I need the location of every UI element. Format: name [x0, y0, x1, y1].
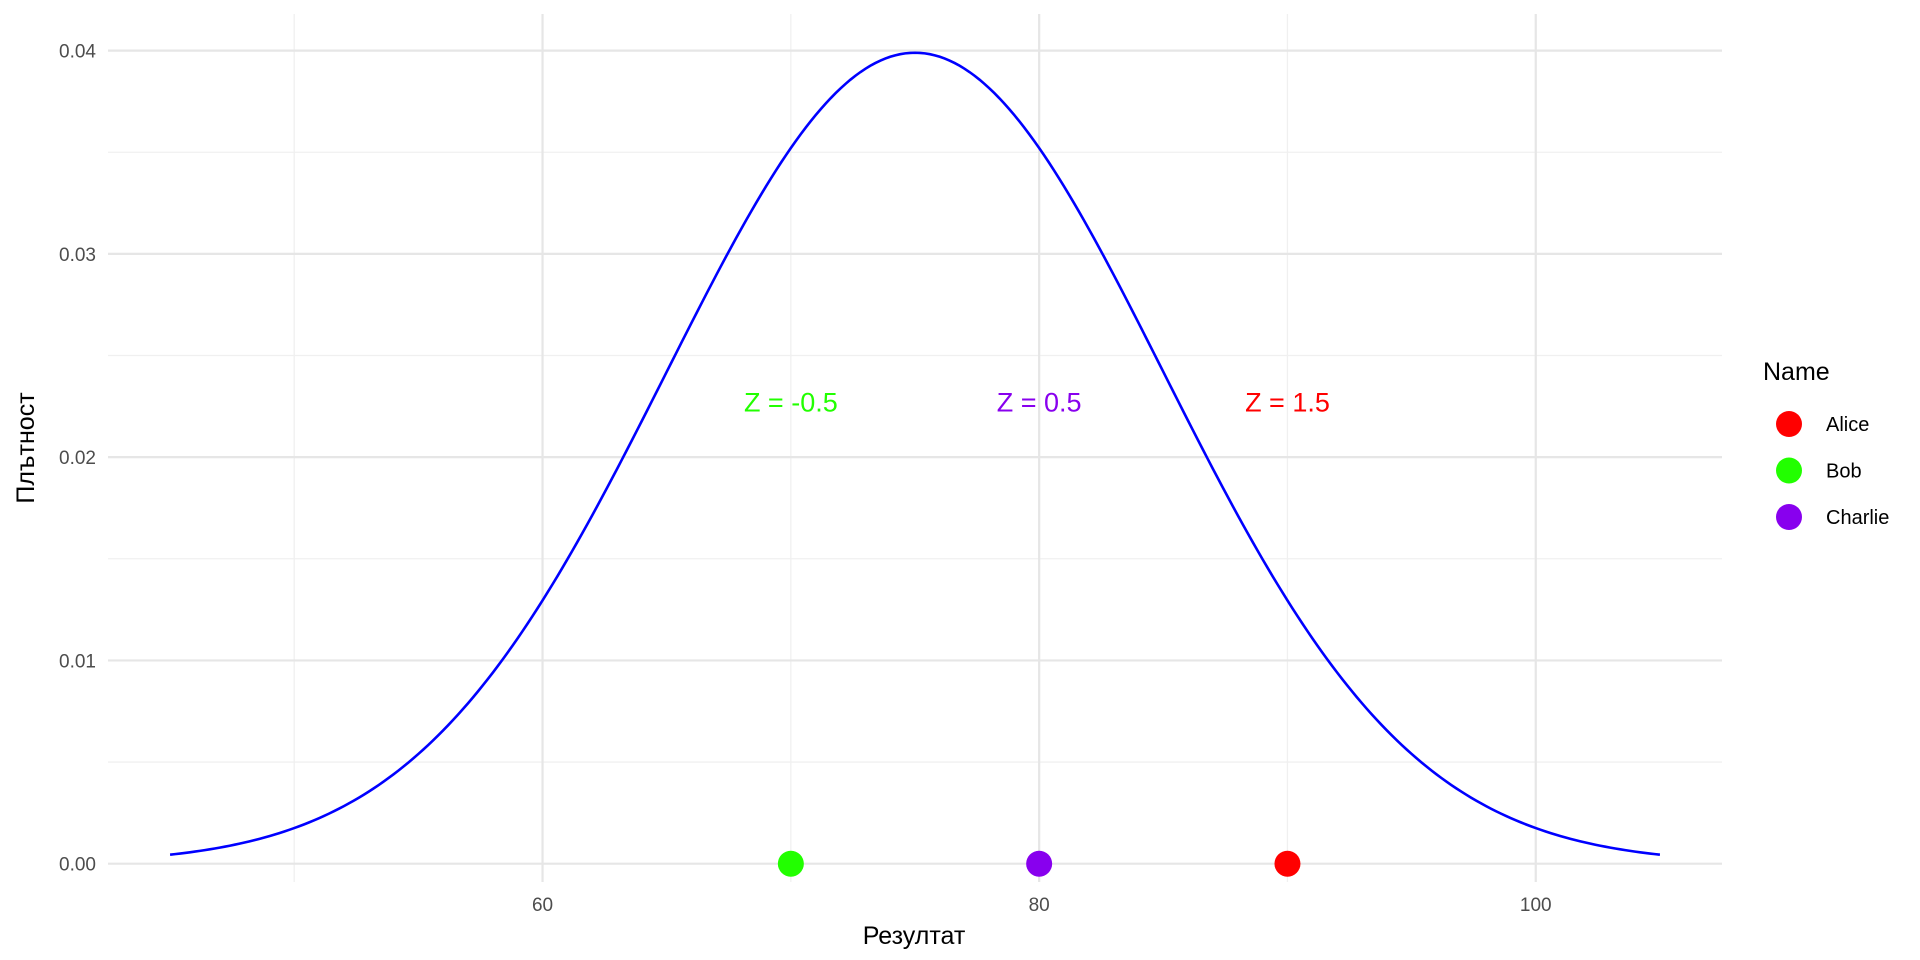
- density-curve: [169, 51, 1661, 856]
- y-tick-label: 0.02: [59, 448, 96, 469]
- z-score-labels: Z = 1.5 Z = -0.5 Z = 0.5: [744, 387, 1330, 417]
- legend-label-bob: Bob: [1826, 461, 1862, 483]
- legend: Name Alice Bob Charlie: [1763, 358, 1889, 530]
- z-label-charlie: Z = 0.5: [997, 387, 1082, 417]
- density-curve-layer: [169, 51, 1661, 856]
- z-label-bob: Z = -0.5: [744, 387, 838, 417]
- legend-label-alice: Alice: [1826, 414, 1869, 436]
- legend-key-alice: [1776, 411, 1802, 437]
- x-tick-label: 60: [532, 895, 553, 916]
- x-axis-title: Резултат: [863, 922, 966, 950]
- point-alice: [1274, 850, 1301, 877]
- legend-entries: Alice Bob Charlie: [1776, 411, 1889, 530]
- y-tick-label: 0.00: [59, 855, 96, 876]
- x-tick-label: 80: [1029, 895, 1050, 916]
- score-points-layer: [777, 850, 1301, 877]
- y-tick-label: 0.03: [59, 245, 96, 266]
- x-tick-label: 100: [1520, 895, 1552, 916]
- legend-label-charlie: Charlie: [1826, 507, 1889, 529]
- y-tick-label: 0.04: [59, 42, 96, 63]
- legend-title: Name: [1763, 358, 1830, 386]
- z-label-alice: Z = 1.5: [1245, 387, 1330, 417]
- y-tick-label: 0.01: [59, 651, 96, 672]
- point-bob: [777, 850, 804, 877]
- legend-key-charlie: [1776, 504, 1802, 530]
- y-axis-ticks: 0.00 0.01 0.02 0.03 0.04: [59, 42, 96, 876]
- y-axis-title: Плътност: [12, 392, 40, 504]
- legend-key-bob: [1776, 457, 1802, 484]
- x-axis-ticks: 60 80 100: [532, 895, 1552, 916]
- point-charlie: [1026, 850, 1053, 877]
- grid-lines: [108, 14, 1722, 882]
